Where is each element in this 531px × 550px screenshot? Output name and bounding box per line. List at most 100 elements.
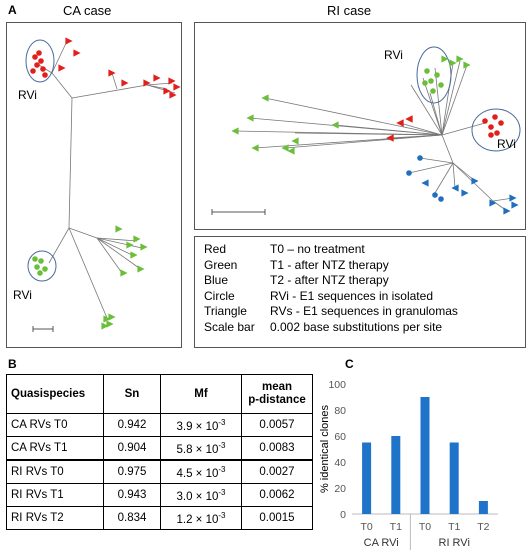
header-pdistance: mean p-distance <box>241 374 313 414</box>
row-name: RI RVs T1 <box>6 483 104 507</box>
table-row: CA RVs T0 0.942 3.9 × 10-3 0.0057 <box>6 413 313 437</box>
tree-branch <box>51 72 73 99</box>
x-tick-label: T0 <box>360 521 372 533</box>
triangle-marker <box>396 119 404 127</box>
rvi-label: RVi <box>18 88 37 102</box>
group-label: RI RVi <box>439 537 470 549</box>
triangle-marker <box>120 269 128 277</box>
circle-marker <box>482 118 488 124</box>
identical-clones-bar-chart: % identical clones 0 20 40 60 80 100 T0 T1 T0 T1 T2… <box>319 379 498 550</box>
tree-branch <box>422 77 443 136</box>
row-mf: 5.8 × 10-3 <box>160 436 242 461</box>
triangle-marker <box>449 59 457 67</box>
triangle-marker <box>115 225 123 233</box>
row-sn: 0.975 <box>103 459 161 484</box>
panel-c-letter: C <box>345 357 354 371</box>
tree-branch <box>441 64 468 136</box>
triangle-marker <box>511 201 519 209</box>
triangle-marker <box>451 184 459 192</box>
bar <box>362 442 372 514</box>
legend-item: Scale bar 0.002 base substitutions per si… <box>204 319 443 334</box>
legend-item: Blue T2 - after NTZ therapy <box>204 273 389 288</box>
table-row: RI RVs T0 0.975 4.5 × 10-3 0.0027 <box>6 459 313 484</box>
triangle-marker <box>509 194 517 202</box>
circle-marker <box>417 155 423 161</box>
row-name: CA RVs T1 <box>6 436 104 461</box>
triangle-marker <box>73 49 81 57</box>
triangle-marker <box>58 64 66 72</box>
header-quasispecies: Quasispecies <box>6 374 104 414</box>
ri-tree-panel: RVi RVi <box>194 22 526 230</box>
circle-marker <box>432 192 438 198</box>
table-row: RI RVs T1 0.943 3.0 × 10-3 0.0062 <box>6 483 313 507</box>
rvi-label: RVi <box>384 48 403 62</box>
panel-a-letter: A <box>8 3 17 17</box>
row-name: RI RVs T0 <box>6 459 104 484</box>
tree-branch <box>408 162 454 174</box>
tree-branch <box>96 237 133 256</box>
y-tick-label: 100 <box>328 379 346 391</box>
tree-branch <box>294 132 443 136</box>
tree-branch <box>434 162 454 194</box>
row-pdistance: 0.0015 <box>241 506 313 530</box>
triangle-marker <box>489 199 497 207</box>
triangle-marker <box>231 127 239 135</box>
tree-branch <box>452 162 476 182</box>
circle-marker <box>42 266 48 272</box>
triangle-marker <box>140 243 148 251</box>
circle-marker <box>430 88 436 94</box>
table-header-row: Quasispecies Sn Mf mean p-distance <box>6 374 313 414</box>
tree-branch <box>441 134 454 164</box>
tree-branch <box>96 237 140 269</box>
triangle-marker <box>456 55 464 63</box>
x-tick-label: T1 <box>448 521 460 533</box>
circle-marker <box>30 68 36 74</box>
tree-branch <box>96 237 123 274</box>
triangle-marker <box>261 94 269 102</box>
tree-branch <box>334 124 443 136</box>
bar <box>391 436 401 514</box>
circle-marker <box>38 258 44 264</box>
triangle-marker <box>405 115 413 123</box>
circle-marker <box>36 50 42 56</box>
circle-marker <box>428 78 434 84</box>
panel-b-letter: B <box>8 357 17 371</box>
bar <box>449 442 459 514</box>
triangle-marker <box>126 241 134 249</box>
triangle-marker <box>441 55 449 63</box>
triangle-marker <box>421 179 429 187</box>
y-tick-label: 60 <box>334 431 346 443</box>
legend-item: Triangle RVs - E1 sequences in granulomas <box>204 304 458 319</box>
legend-item: Circle RVi - E1 sequences in isolated <box>204 288 433 303</box>
triangle-marker <box>463 61 471 69</box>
circle-marker <box>34 264 40 270</box>
x-tick-label: T1 <box>390 521 402 533</box>
row-mf: 3.0 × 10-3 <box>160 483 242 507</box>
triangle-marker <box>101 322 109 330</box>
tree-branch <box>399 122 443 136</box>
tree-branch <box>51 40 68 74</box>
row-sn: 0.904 <box>103 436 161 461</box>
y-tick-label: 80 <box>334 405 346 417</box>
quasispecies-table: Quasispecies Sn Mf mean p-distance CA RVs… <box>6 374 313 530</box>
circle-marker <box>32 256 38 262</box>
triangle-marker <box>331 121 339 129</box>
tree-branch <box>389 134 443 139</box>
y-axis-label: % identical clones <box>319 404 331 493</box>
tree-branch <box>146 84 176 94</box>
legend-list: Red T0 – no treatment Green T1 - after NTZ… <box>204 242 525 336</box>
triangle-marker <box>65 37 73 45</box>
bar <box>478 501 488 514</box>
row-pdistance: 0.0062 <box>241 483 313 507</box>
row-sn: 0.943 <box>103 483 161 507</box>
ca-tree-panel: RVi RVi <box>6 22 182 348</box>
table-row: RI RVs T2 0.834 1.2 × 10-3 0.0015 <box>6 506 313 530</box>
triangle-marker <box>108 69 116 77</box>
rvi-cluster-outline <box>416 46 452 104</box>
circle-marker <box>494 130 500 136</box>
x-tick-label: T2 <box>477 521 489 533</box>
triangle-marker <box>143 79 151 87</box>
circle-marker <box>40 66 46 72</box>
tree-branch <box>410 84 443 136</box>
tree-branch <box>96 237 138 242</box>
